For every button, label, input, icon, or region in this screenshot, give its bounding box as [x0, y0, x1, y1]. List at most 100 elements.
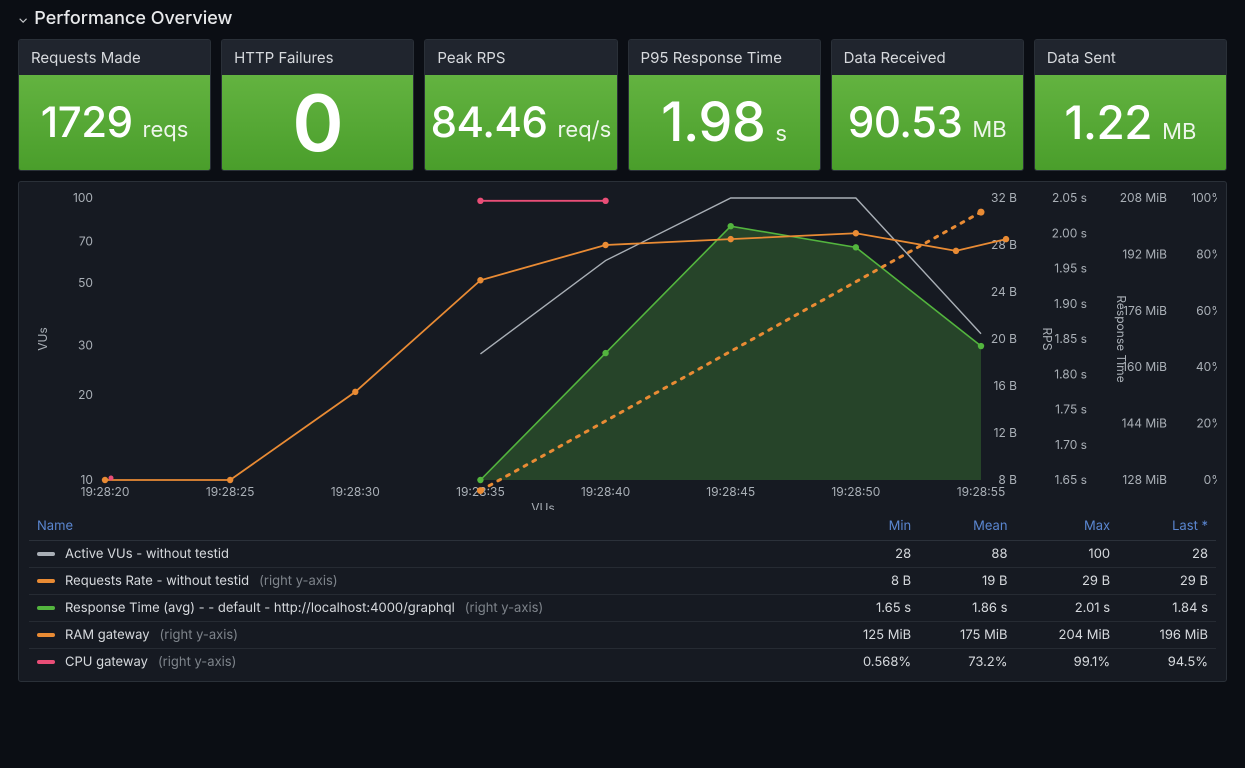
- stat-unit: s: [775, 121, 787, 147]
- performance-chart: 19:28:2019:28:2519:28:3019:28:3519:28:40…: [29, 188, 1217, 510]
- legend-cell: 2.01 s: [1016, 595, 1119, 622]
- svg-text:192 MiB: 192 MiB: [1122, 246, 1167, 261]
- legend-cell: 29 B: [1016, 568, 1119, 595]
- legend-col-header[interactable]: Mean: [919, 512, 1015, 541]
- axis-note: (right y-axis): [160, 627, 238, 643]
- legend-col-header[interactable]: Max: [1016, 512, 1119, 541]
- svg-text:19:28:40: 19:28:40: [581, 484, 630, 499]
- stat-card[interactable]: P95 Response Time1.98s: [628, 39, 821, 171]
- stat-card-body: 1.98s: [629, 75, 820, 170]
- axis-note: (right y-axis): [158, 654, 236, 670]
- stat-unit: MB: [972, 117, 1006, 143]
- stat-card-body: 84.46req/s: [425, 75, 616, 170]
- svg-text:1.65 s: 1.65 s: [1055, 472, 1087, 487]
- chart-panel: 19:28:2019:28:2519:28:3019:28:3519:28:40…: [18, 181, 1227, 682]
- legend-cell: 28: [822, 541, 919, 568]
- stat-unit: MB: [1162, 119, 1196, 145]
- svg-text:1.80 s: 1.80 s: [1054, 366, 1087, 381]
- stat-card-title: Data Sent: [1035, 40, 1226, 75]
- legend-col-header[interactable]: Last *: [1118, 512, 1216, 541]
- stat-value: 84.46: [431, 97, 548, 148]
- stat-card-title: Data Received: [832, 40, 1023, 75]
- stat-card[interactable]: HTTP Failures0: [221, 39, 414, 171]
- series-name: CPU gateway: [65, 654, 148, 670]
- legend-row[interactable]: Active VUs - without testid288810028: [29, 541, 1216, 568]
- dashboard-page: ⌄ Performance Overview Requests Made1729…: [0, 0, 1245, 694]
- svg-text:80%: 80%: [1196, 246, 1217, 261]
- svg-text:12 B: 12 B: [994, 425, 1018, 440]
- svg-text:32 B: 32 B: [991, 190, 1017, 205]
- legend-cell: 175 MiB: [919, 622, 1015, 649]
- series-swatch: [37, 552, 55, 556]
- legend-cell: 28: [1118, 541, 1216, 568]
- svg-text:176 MiB: 176 MiB: [1123, 303, 1167, 318]
- section-header[interactable]: ⌄ Performance Overview: [18, 8, 1227, 29]
- svg-text:RPS: RPS: [1040, 327, 1055, 350]
- stat-card-title: Peak RPS: [425, 40, 616, 75]
- svg-text:0%: 0%: [1204, 472, 1217, 487]
- svg-text:1.75 s: 1.75 s: [1055, 402, 1087, 417]
- series-name: RAM gateway: [65, 627, 150, 643]
- stat-value: 1729: [41, 97, 133, 148]
- svg-text:70: 70: [79, 234, 93, 249]
- legend-cell: 29 B: [1118, 568, 1216, 595]
- series-swatch: [37, 606, 55, 610]
- legend-cell: 204 MiB: [1016, 622, 1119, 649]
- svg-text:10: 10: [81, 472, 93, 487]
- svg-text:50: 50: [78, 275, 93, 290]
- svg-text:8 B: 8 B: [998, 472, 1017, 487]
- series-swatch: [37, 579, 55, 583]
- svg-text:100: 100: [73, 190, 93, 205]
- legend-row[interactable]: Requests Rate - without testid (right y-…: [29, 568, 1216, 595]
- series-swatch: [37, 633, 55, 637]
- svg-text:40%: 40%: [1196, 359, 1217, 374]
- stat-card[interactable]: Data Sent 1.22 MB: [1034, 39, 1227, 171]
- stat-value: 1.22: [1064, 95, 1152, 151]
- svg-text:20 B: 20 B: [991, 331, 1017, 346]
- stat-value: 90.53: [848, 97, 962, 148]
- series-swatch: [37, 660, 55, 664]
- chart-container[interactable]: 19:28:2019:28:2519:28:3019:28:3519:28:40…: [29, 188, 1216, 510]
- stat-card[interactable]: Peak RPS84.46req/s: [424, 39, 617, 171]
- series-name: Active VUs - without testid: [65, 546, 229, 562]
- stat-unit: reqs: [143, 117, 189, 143]
- series-name: Requests Rate - without testid: [65, 573, 249, 589]
- stat-cards-row: Requests Made1729reqsHTTP Failures0Peak …: [18, 39, 1227, 171]
- svg-text:1.85 s: 1.85 s: [1055, 331, 1088, 346]
- svg-text:1.95 s: 1.95 s: [1054, 261, 1087, 276]
- svg-text:60%: 60%: [1196, 303, 1217, 318]
- svg-text:144 MiB: 144 MiB: [1122, 416, 1168, 431]
- stat-card-body: 90.53 MB: [832, 75, 1023, 170]
- legend-cell: 196 MiB: [1118, 622, 1216, 649]
- legend-row[interactable]: RAM gateway (right y-axis) 125 MiB175 MiB…: [29, 622, 1216, 649]
- svg-text:20: 20: [78, 387, 93, 402]
- section-title-text: Performance Overview: [34, 8, 232, 29]
- legend-cell: 100: [1016, 541, 1119, 568]
- svg-text:19:28:50: 19:28:50: [831, 484, 880, 499]
- legend-cell: 125 MiB: [822, 622, 919, 649]
- axis-note: (right y-axis): [465, 600, 543, 616]
- svg-text:1.70 s: 1.70 s: [1055, 437, 1087, 452]
- stat-card-body: 1.22 MB: [1035, 75, 1226, 170]
- legend-cell: 1.84 s: [1118, 595, 1216, 622]
- svg-text:20%: 20%: [1196, 416, 1217, 431]
- svg-text:19:28:30: 19:28:30: [331, 484, 380, 499]
- svg-text:160 MiB: 160 MiB: [1122, 359, 1167, 374]
- stat-card[interactable]: Requests Made1729reqs: [18, 39, 211, 171]
- svg-text:128 MiB: 128 MiB: [1122, 472, 1167, 487]
- chevron-down-icon: ⌄: [18, 11, 28, 27]
- svg-text:19:28:25: 19:28:25: [206, 484, 255, 499]
- svg-text:16 B: 16 B: [993, 378, 1017, 393]
- legend-cell: 88: [919, 541, 1015, 568]
- svg-text:19:28:45: 19:28:45: [706, 484, 755, 499]
- legend-col-header[interactable]: Name: [29, 512, 822, 541]
- legend-row[interactable]: CPU gateway (right y-axis)0.568%73.2%99.…: [29, 649, 1216, 676]
- legend-cell: 99.1%: [1016, 649, 1119, 676]
- legend-row[interactable]: Response Time (avg) - - default - http:/…: [29, 595, 1216, 622]
- legend-cell: 0.568%: [822, 649, 919, 676]
- stat-value: 0: [292, 75, 343, 170]
- stat-card[interactable]: Data Received 90.53 MB: [831, 39, 1024, 171]
- svg-text:2.05 s: 2.05 s: [1052, 190, 1087, 205]
- series-name: Response Time (avg) - - default - http:/…: [65, 600, 455, 616]
- legend-col-header[interactable]: Min: [822, 512, 919, 541]
